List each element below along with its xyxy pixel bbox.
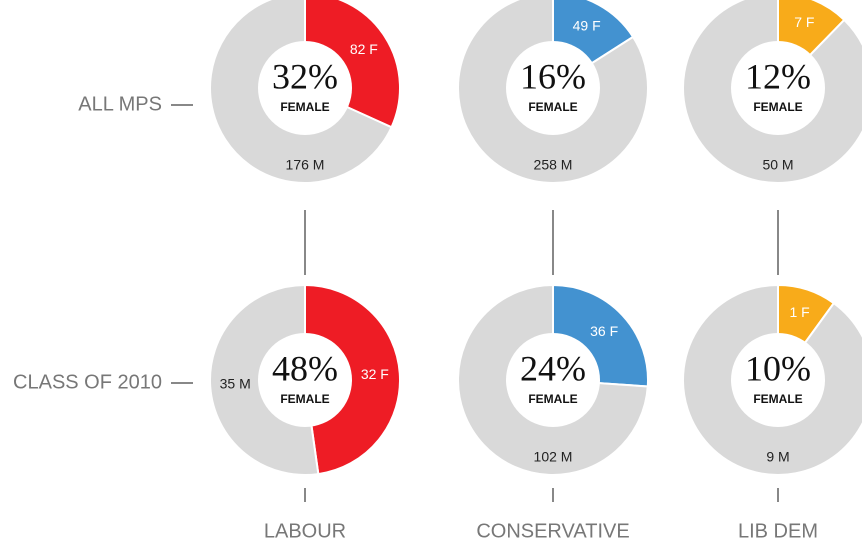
- donut-hole: [506, 41, 600, 135]
- donut-hole: [258, 333, 352, 427]
- slice-label: 35 M: [220, 376, 251, 392]
- center-caption: FEMALE: [528, 100, 577, 114]
- donut-hole: [258, 41, 352, 135]
- column-label: CONSERVATIVE: [476, 520, 629, 542]
- slice-label: 9 M: [766, 449, 789, 465]
- center-caption: FEMALE: [280, 100, 329, 114]
- column-label: LABOUR: [264, 520, 346, 542]
- center-percent: 24%: [520, 348, 586, 388]
- center-percent: 16%: [520, 56, 586, 96]
- slice-label: 102 M: [534, 449, 573, 465]
- slice-label: 7 F: [794, 14, 814, 30]
- row-label: ALL MPS: [78, 93, 162, 115]
- center-caption: FEMALE: [280, 392, 329, 406]
- center-caption: FEMALE: [528, 392, 577, 406]
- center-caption: FEMALE: [753, 392, 802, 406]
- center-percent: 10%: [745, 348, 811, 388]
- slice-label: 32 F: [361, 366, 389, 382]
- slice-label: 50 M: [762, 157, 793, 173]
- slice-label: 258 M: [534, 157, 573, 173]
- slice-label: 36 F: [590, 323, 618, 339]
- row-label: CLASS OF 2010: [13, 371, 162, 393]
- center-percent: 32%: [272, 56, 338, 96]
- slice-label: 82 F: [350, 41, 378, 57]
- column-label: LIB DEM: [738, 520, 818, 542]
- donut-hole: [506, 333, 600, 427]
- slice-label: 176 M: [286, 157, 325, 173]
- slice-label: 49 F: [573, 17, 601, 33]
- donut-slice: [304, 283, 401, 476]
- donut-hole: [731, 41, 825, 135]
- center-percent: 12%: [745, 56, 811, 96]
- center-percent: 48%: [272, 348, 338, 388]
- slice-label: 1 F: [790, 304, 810, 320]
- donut-hole: [731, 333, 825, 427]
- center-caption: FEMALE: [753, 100, 802, 114]
